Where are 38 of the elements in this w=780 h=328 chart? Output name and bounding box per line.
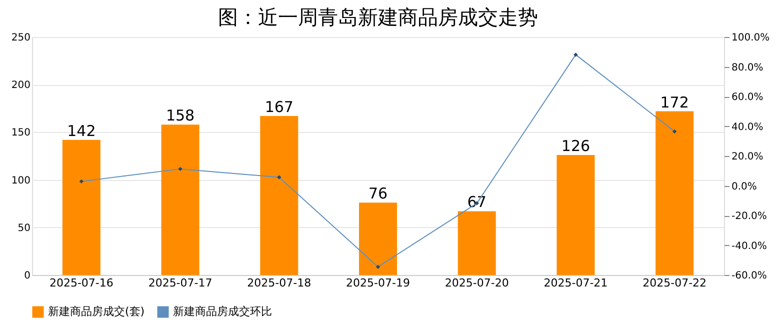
data-label: 126 — [561, 137, 590, 156]
x-tick-label: 2025-07-17 — [148, 276, 212, 290]
y2-tick-label: 100.0% — [732, 32, 770, 44]
data-label: 167 — [264, 98, 294, 116]
y2-tick-label: -40.0% — [732, 240, 767, 252]
chart-title: 图：近一周青岛新建商品房成交走势 — [218, 5, 538, 29]
data-label: 158 — [166, 106, 195, 125]
bar — [556, 155, 595, 275]
y-tick-label: 0 — [24, 270, 30, 282]
y-tick-label: 200 — [11, 80, 30, 92]
x-tick-label: 2025-07-18 — [247, 276, 312, 290]
legend-label: 新建商品房成交(套) — [48, 305, 145, 318]
y2-tick-label: -60.0% — [732, 270, 767, 282]
data-label: 76 — [368, 184, 388, 203]
y-tick-label: 100 — [11, 175, 30, 186]
y-tick-label: 50 — [18, 222, 30, 234]
bar — [260, 116, 298, 275]
x-tick-label: 2025-07-21 — [544, 276, 608, 290]
y2-tick-label: 40.0% — [732, 122, 764, 133]
bar — [359, 202, 397, 275]
y2-tick-label: -20.0% — [732, 211, 767, 222]
y2-tick-label: 60.0% — [732, 92, 764, 103]
x-tick-label: 2025-07-22 — [642, 276, 707, 290]
y2-tick-label: 80.0% — [732, 62, 764, 74]
bar — [62, 140, 100, 275]
y2-tick-label: 20.0% — [732, 152, 764, 162]
legend-label: 新建商品房成交环比 — [173, 305, 272, 318]
bar — [161, 124, 200, 275]
y-tick-label: 250 — [11, 32, 30, 44]
y2-tick-label: 0.0% — [732, 181, 757, 192]
x-tick-label: 2025-07-16 — [49, 276, 114, 290]
x-tick-label: 2025-07-20 — [444, 276, 509, 290]
data-label: 142 — [67, 122, 96, 140]
x-tick-label: 2025-07-19 — [346, 276, 410, 290]
y-tick-label: 150 — [11, 128, 30, 139]
bar — [458, 211, 496, 275]
bar — [656, 111, 694, 275]
data-label: 172 — [660, 93, 689, 112]
